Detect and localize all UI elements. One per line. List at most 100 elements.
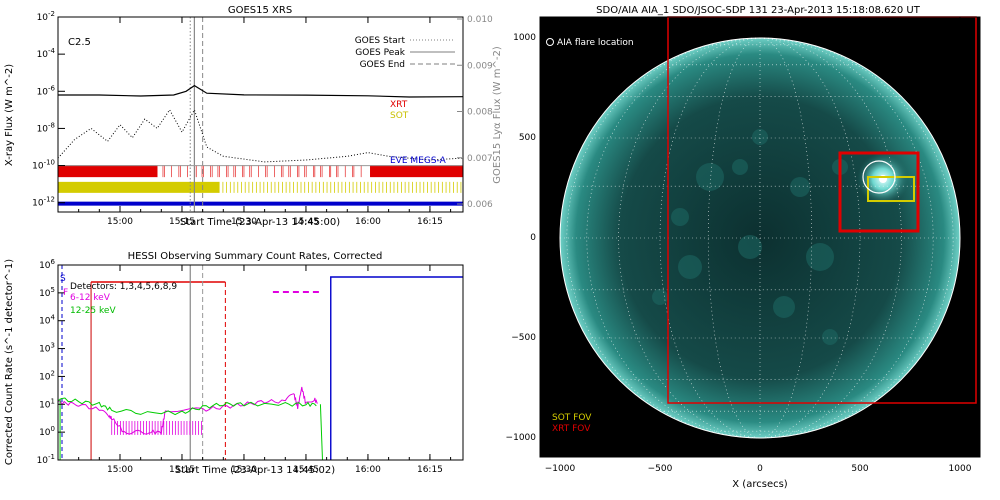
longitude-line xyxy=(759,37,902,439)
hessi-ytick-label: 106 xyxy=(39,258,55,271)
hessi-ylabel: Corrected Count Rate (s^-1 detector^-1) xyxy=(4,259,15,465)
coronal-feature xyxy=(652,289,668,305)
hessi-xtick-label: 16:15 xyxy=(417,465,443,475)
aia-ytick-label: −1000 xyxy=(506,433,537,443)
xrt-coverage-bar xyxy=(370,165,463,178)
goes-xtick-label: 16:15 xyxy=(417,217,443,227)
goes-ytick-label: 10-4 xyxy=(37,47,56,60)
eve-label: EVE MEGS-A xyxy=(390,156,447,166)
coronal-feature xyxy=(773,296,795,318)
aia-flare-legend-marker xyxy=(546,38,554,46)
hessi-ytick-label: 101 xyxy=(39,397,55,410)
goes-ytick-label: 10-2 xyxy=(37,10,55,23)
hessi-series-0 xyxy=(58,386,318,435)
coronal-feature xyxy=(806,243,834,271)
longitude-line xyxy=(586,37,761,439)
aia-ytick-label: 500 xyxy=(519,133,536,143)
aia-xtick-label: −1000 xyxy=(545,464,576,474)
hessi-marker-f: F xyxy=(63,288,68,298)
aia-panel: SDO/AIA AIA_1 SDO/JSOC-SDP 131 23-Apr-20… xyxy=(506,5,981,490)
goes-class-annotation: C2.5 xyxy=(68,37,91,48)
hessi-xtick-label: 16:00 xyxy=(355,465,381,475)
goes-y2tick-label: 0.008 xyxy=(467,108,493,118)
goes-legend-label: GOES End xyxy=(360,60,405,70)
goes-ylabel-right: GOES15 Lyα Flux (W m^-2) xyxy=(492,46,503,184)
hessi-night-bar xyxy=(330,276,463,460)
aia-xtick-label: 0 xyxy=(757,464,763,474)
goes-ylabel: X-ray Flux (W m^-2) xyxy=(4,64,15,166)
aia-flare-label: AIA flare location xyxy=(557,38,634,48)
hessi-marks xyxy=(58,265,463,460)
aia-xtick-label: 500 xyxy=(851,464,868,474)
hessi-frame xyxy=(57,264,464,461)
hessi-drop xyxy=(319,404,323,460)
goes-title: GOES15 XRS xyxy=(228,5,292,16)
aia-axes: −1000 −500 0 500 1000 1000 500 0 −500 −1000 xyxy=(506,17,972,474)
xrt-zoom-box xyxy=(838,151,920,233)
hessi-ytick-label: 104 xyxy=(39,314,55,327)
hessi-ytick-label: 103 xyxy=(39,342,55,355)
hessi-axes: 15:00 15:15 15:30 15:45 16:00 16:15 106 105 104 1… xyxy=(37,258,452,475)
coronal-feature xyxy=(790,177,810,197)
hessi-title: HESSI Observing Summary Count Rates, Cor… xyxy=(128,251,383,262)
goes-xtick-label: 16:00 xyxy=(355,217,381,227)
coronal-feature xyxy=(671,208,689,226)
goes-frame xyxy=(57,16,464,213)
heliographic-grid xyxy=(560,37,960,439)
coronal-feature xyxy=(822,329,838,345)
goes-xtick-label: 15:45 xyxy=(293,217,319,227)
goes-marks xyxy=(58,17,463,212)
hessi-legend-12-25: 12-25 keV xyxy=(70,306,116,316)
hessi-panel: HESSI Observing Summary Count Rates, Cor… xyxy=(4,251,464,476)
goes-panel: GOES15 XRS 15:00 15:15 15:30 15:45 16:00 16:1… xyxy=(4,5,503,228)
hessi-series-1 xyxy=(58,397,317,416)
sun-texture xyxy=(652,129,909,345)
goes-y2tick-label: 0.007 xyxy=(467,154,493,164)
coronal-feature xyxy=(738,235,762,259)
eve-coverage-bar xyxy=(58,201,463,206)
goes-ytick-label: 10-6 xyxy=(37,84,56,97)
aia-xtick-label: −500 xyxy=(648,464,673,474)
xrt-label: XRT xyxy=(390,100,408,110)
hessi-legend-title: Detectors: 1,3,4,5,6,8,9 xyxy=(70,282,177,292)
goes-ytick-label: 10-10 xyxy=(32,159,55,172)
goes-legend-label: GOES Start xyxy=(355,36,406,46)
longitude-line xyxy=(759,37,954,439)
goes-xtick-label: 15:15 xyxy=(169,217,195,227)
longitude-line xyxy=(759,37,934,439)
hessi-xlabel: Start Time (23-Apr-13 14:45:02) xyxy=(175,465,335,476)
hessi-ytick-label: 102 xyxy=(39,369,55,382)
goes-xlabel: Start Time (23-Apr-13 14:45:00) xyxy=(180,217,340,228)
goes-y2tick-label: 0.006 xyxy=(467,200,493,210)
hessi-ytick-label: 100 xyxy=(39,425,55,438)
sot-label: SOT xyxy=(390,111,409,121)
aia-xlabel: X (arcsecs) xyxy=(732,479,788,490)
aia-ytick-label: −500 xyxy=(511,333,536,343)
hessi-marker-s: S xyxy=(60,274,66,284)
goes-y2tick-label: 0.009 xyxy=(467,61,493,71)
coronal-feature xyxy=(696,163,724,191)
goes-legend: GOES Start GOES Peak GOES End xyxy=(355,36,455,70)
hessi-xtick-label: 15:00 xyxy=(107,465,133,475)
xrt-coverage-bar xyxy=(58,165,158,178)
longitude-line xyxy=(618,37,761,439)
sot-fov-label: SOT FOV xyxy=(552,413,592,423)
goes-ytick-label: 10-8 xyxy=(37,121,55,134)
hessi-xtick-label: 15:45 xyxy=(293,465,319,475)
goes-xtick-label: 15:00 xyxy=(107,217,133,227)
hessi-ytick-label: 105 xyxy=(39,286,55,299)
goes-series-line-0 xyxy=(58,84,463,98)
hessi-ytick-label: 10-1 xyxy=(37,453,55,466)
aia-ytick-label: 0 xyxy=(530,233,536,243)
sot-coverage-bar xyxy=(58,181,220,193)
goes-series-line-1 xyxy=(58,108,463,163)
goes-xtick-label: 15:30 xyxy=(231,217,257,227)
coronal-feature xyxy=(678,255,702,279)
aia-title: SDO/AIA AIA_1 SDO/JSOC-SDP 131 23-Apr-20… xyxy=(596,5,921,16)
goes-y2tick-label: 0.010 xyxy=(467,15,493,25)
hessi-xtick-label: 15:30 xyxy=(231,465,257,475)
hessi-xtick-label: 15:15 xyxy=(169,465,195,475)
xrt-fov-label: XRT FOV xyxy=(552,424,591,434)
coronal-feature xyxy=(752,129,768,145)
